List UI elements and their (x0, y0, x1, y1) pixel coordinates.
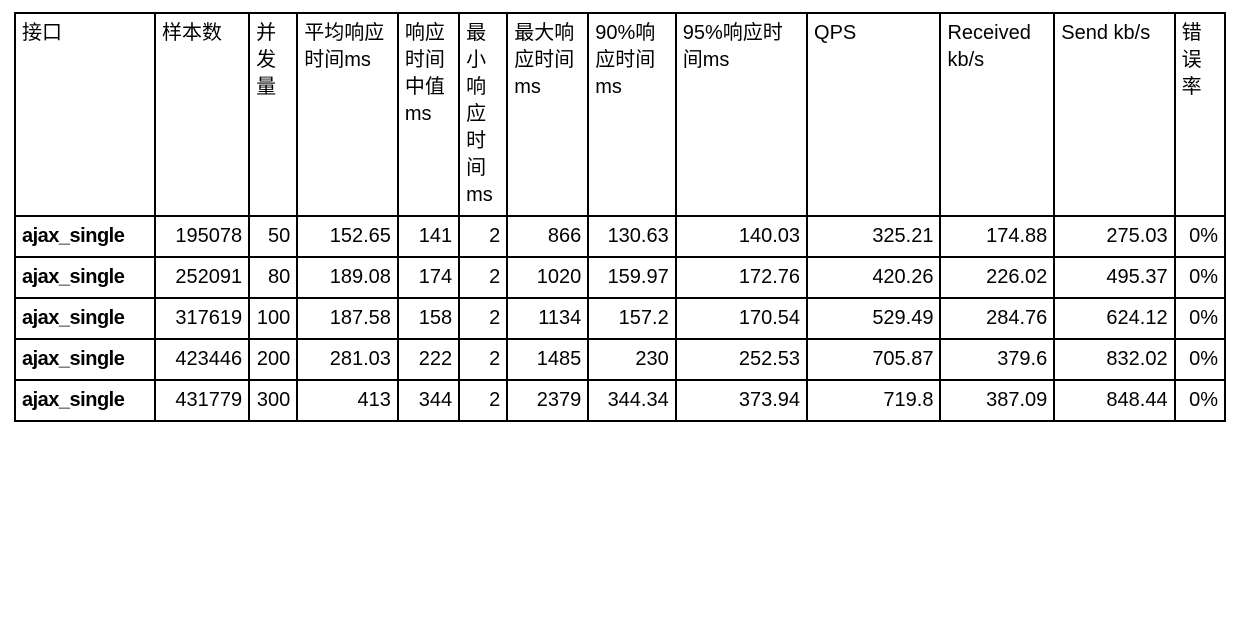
cell-min_ms: 2 (459, 339, 507, 380)
table-row: ajax_single43177930041334422379344.34373… (15, 380, 1225, 421)
cell-send_kbs: 832.02 (1054, 339, 1174, 380)
cell-avg_ms: 189.08 (297, 257, 398, 298)
col-header-p90: 90%响应时间ms (588, 13, 676, 216)
cell-interface: ajax_single (15, 380, 155, 421)
col-header-samples: 样本数 (155, 13, 249, 216)
col-header-qps: QPS (807, 13, 940, 216)
cell-concurrency: 100 (249, 298, 297, 339)
table-row: ajax_single423446200281.0322221485230252… (15, 339, 1225, 380)
cell-err_rate: 0% (1175, 298, 1225, 339)
cell-p90_ms: 130.63 (588, 216, 676, 257)
col-header-p95: 95%响应时间ms (676, 13, 807, 216)
cell-avg_ms: 281.03 (297, 339, 398, 380)
cell-qps: 719.8 (807, 380, 940, 421)
col-header-concurrency: 并发量 (249, 13, 297, 216)
cell-qps: 705.87 (807, 339, 940, 380)
cell-avg_ms: 152.65 (297, 216, 398, 257)
cell-concurrency: 300 (249, 380, 297, 421)
cell-qps: 529.49 (807, 298, 940, 339)
cell-p95_ms: 170.54 (676, 298, 807, 339)
header-row: 接口 样本数 并发量 平均响应时间ms 响应时间中值ms 最小响应时间ms 最大… (15, 13, 1225, 216)
cell-err_rate: 0% (1175, 216, 1225, 257)
table-row: ajax_single19507850152.651412866130.6314… (15, 216, 1225, 257)
cell-concurrency: 200 (249, 339, 297, 380)
cell-median_ms: 158 (398, 298, 459, 339)
cell-samples: 431779 (155, 380, 249, 421)
cell-interface: ajax_single (15, 216, 155, 257)
cell-recv_kbs: 174.88 (940, 216, 1054, 257)
cell-send_kbs: 275.03 (1054, 216, 1174, 257)
col-header-err: 错误率 (1175, 13, 1225, 216)
col-header-recv: Received kb/s (940, 13, 1054, 216)
cell-min_ms: 2 (459, 298, 507, 339)
cell-p95_ms: 373.94 (676, 380, 807, 421)
cell-interface: ajax_single (15, 298, 155, 339)
cell-concurrency: 50 (249, 216, 297, 257)
cell-median_ms: 344 (398, 380, 459, 421)
cell-max_ms: 2379 (507, 380, 588, 421)
col-header-send: Send kb/s (1054, 13, 1174, 216)
cell-recv_kbs: 284.76 (940, 298, 1054, 339)
cell-samples: 317619 (155, 298, 249, 339)
cell-avg_ms: 413 (297, 380, 398, 421)
col-header-median: 响应时间中值ms (398, 13, 459, 216)
cell-qps: 420.26 (807, 257, 940, 298)
table-row: ajax_single25209180189.0817421020159.971… (15, 257, 1225, 298)
cell-median_ms: 222 (398, 339, 459, 380)
cell-send_kbs: 624.12 (1054, 298, 1174, 339)
cell-max_ms: 1485 (507, 339, 588, 380)
cell-p90_ms: 159.97 (588, 257, 676, 298)
cell-p95_ms: 140.03 (676, 216, 807, 257)
table-row: ajax_single317619100187.5815821134157.21… (15, 298, 1225, 339)
cell-qps: 325.21 (807, 216, 940, 257)
cell-p90_ms: 157.2 (588, 298, 676, 339)
cell-p95_ms: 172.76 (676, 257, 807, 298)
cell-recv_kbs: 387.09 (940, 380, 1054, 421)
cell-interface: ajax_single (15, 339, 155, 380)
cell-send_kbs: 848.44 (1054, 380, 1174, 421)
cell-min_ms: 2 (459, 380, 507, 421)
cell-min_ms: 2 (459, 257, 507, 298)
cell-send_kbs: 495.37 (1054, 257, 1174, 298)
cell-min_ms: 2 (459, 216, 507, 257)
table-body: ajax_single19507850152.651412866130.6314… (15, 216, 1225, 421)
cell-p90_ms: 230 (588, 339, 676, 380)
cell-interface: ajax_single (15, 257, 155, 298)
cell-max_ms: 1020 (507, 257, 588, 298)
col-header-min: 最小响应时间ms (459, 13, 507, 216)
cell-recv_kbs: 226.02 (940, 257, 1054, 298)
cell-samples: 423446 (155, 339, 249, 380)
col-header-avg: 平均响应时间ms (297, 13, 398, 216)
cell-p95_ms: 252.53 (676, 339, 807, 380)
cell-p90_ms: 344.34 (588, 380, 676, 421)
cell-avg_ms: 187.58 (297, 298, 398, 339)
cell-max_ms: 866 (507, 216, 588, 257)
cell-err_rate: 0% (1175, 339, 1225, 380)
cell-samples: 252091 (155, 257, 249, 298)
cell-median_ms: 141 (398, 216, 459, 257)
col-header-interface: 接口 (15, 13, 155, 216)
cell-max_ms: 1134 (507, 298, 588, 339)
cell-recv_kbs: 379.6 (940, 339, 1054, 380)
performance-table: 接口 样本数 并发量 平均响应时间ms 响应时间中值ms 最小响应时间ms 最大… (14, 12, 1226, 422)
cell-concurrency: 80 (249, 257, 297, 298)
table-header: 接口 样本数 并发量 平均响应时间ms 响应时间中值ms 最小响应时间ms 最大… (15, 13, 1225, 216)
cell-median_ms: 174 (398, 257, 459, 298)
cell-err_rate: 0% (1175, 380, 1225, 421)
cell-samples: 195078 (155, 216, 249, 257)
cell-err_rate: 0% (1175, 257, 1225, 298)
col-header-max: 最大响应时间ms (507, 13, 588, 216)
